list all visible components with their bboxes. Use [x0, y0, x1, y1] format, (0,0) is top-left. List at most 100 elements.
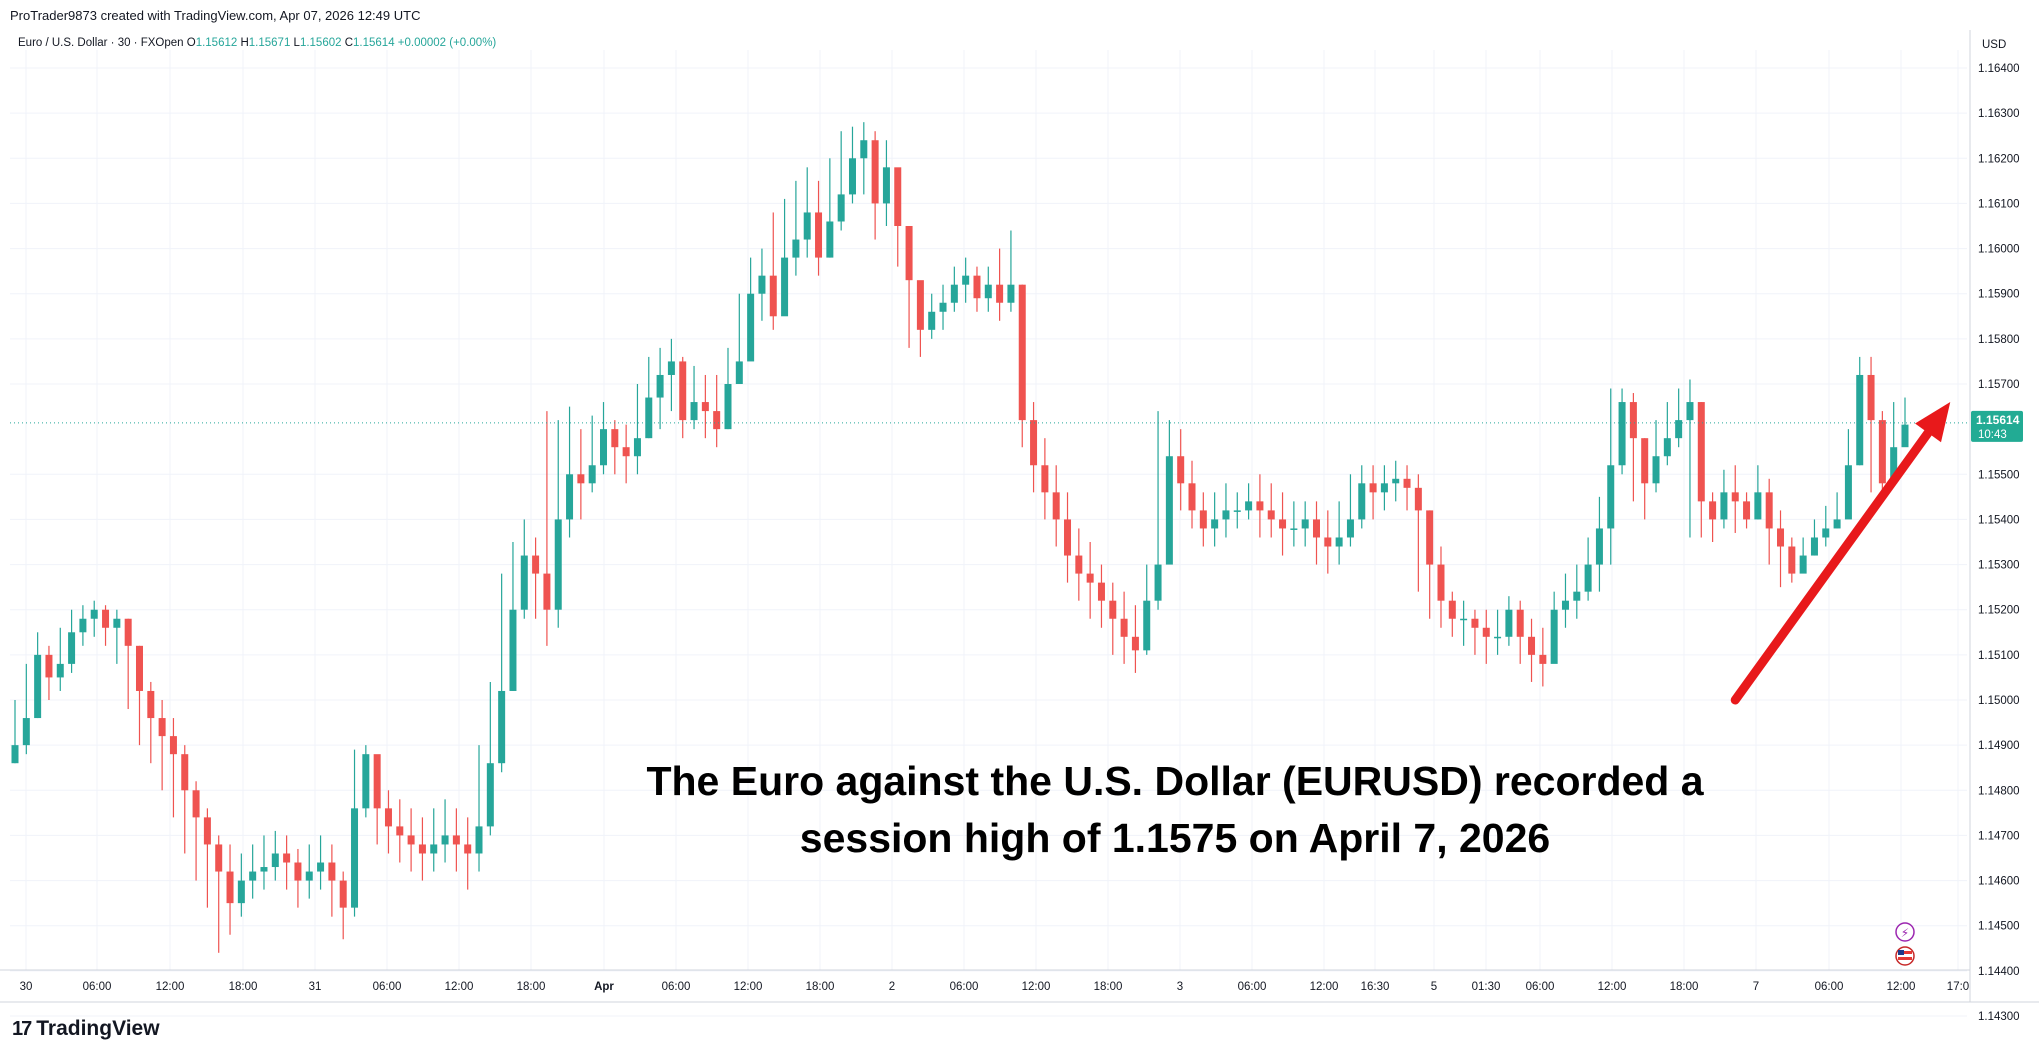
- candle-body[interactable]: [1018, 284, 1026, 421]
- candle-body[interactable]: [1890, 447, 1898, 484]
- candle-body[interactable]: [1324, 537, 1332, 547]
- candle-body[interactable]: [1471, 618, 1479, 628]
- candle-body[interactable]: [803, 212, 811, 240]
- candle-body[interactable]: [996, 284, 1004, 303]
- candle-body[interactable]: [294, 862, 302, 881]
- candle-body[interactable]: [690, 402, 698, 421]
- candle-body[interactable]: [1856, 374, 1864, 466]
- candle-body[interactable]: [1120, 618, 1128, 637]
- candle-body[interactable]: [305, 871, 313, 881]
- candle-body[interactable]: [158, 718, 166, 737]
- candle-body[interactable]: [249, 871, 257, 881]
- candle-body[interactable]: [113, 618, 121, 628]
- candle-body[interactable]: [1403, 478, 1411, 488]
- candle-body[interactable]: [1290, 528, 1298, 530]
- candle-body[interactable]: [509, 609, 517, 691]
- candle-body[interactable]: [90, 609, 98, 619]
- candle-body[interactable]: [1777, 528, 1785, 547]
- candle-body[interactable]: [882, 167, 890, 204]
- candle-body[interactable]: [1494, 636, 1502, 639]
- candle-body[interactable]: [45, 654, 53, 678]
- candle-body[interactable]: [1279, 519, 1287, 529]
- candle-body[interactable]: [407, 835, 415, 845]
- candle-body[interactable]: [543, 573, 551, 610]
- candle-body[interactable]: [860, 140, 868, 159]
- candle-body[interactable]: [1901, 424, 1909, 448]
- candle-body[interactable]: [464, 844, 472, 854]
- candle-body[interactable]: [452, 835, 460, 845]
- candle-body[interactable]: [679, 361, 687, 421]
- candle-body[interactable]: [1641, 438, 1649, 484]
- candle-body[interactable]: [1833, 519, 1841, 529]
- candle-body[interactable]: [226, 871, 234, 904]
- candle-body[interactable]: [962, 275, 970, 285]
- candle-body[interactable]: [1086, 573, 1094, 583]
- candle-body[interactable]: [600, 429, 608, 466]
- candle-body[interactable]: [871, 140, 879, 204]
- candle-body[interactable]: [1822, 528, 1830, 538]
- candle-body[interactable]: [532, 555, 540, 574]
- candle-body[interactable]: [1414, 487, 1422, 511]
- candle-body[interactable]: [667, 361, 675, 375]
- candle-body[interactable]: [894, 167, 902, 226]
- candle-body[interactable]: [554, 519, 562, 610]
- candle-body[interactable]: [905, 226, 913, 281]
- candle-body[interactable]: [735, 361, 743, 384]
- candle-body[interactable]: [1245, 501, 1253, 511]
- candle-body[interactable]: [1607, 465, 1615, 529]
- candle-body[interactable]: [656, 374, 664, 398]
- candle-body[interactable]: [373, 754, 381, 809]
- candle-body[interactable]: [271, 853, 279, 868]
- candle-body[interactable]: [1584, 564, 1592, 592]
- candle-body[interactable]: [1573, 591, 1581, 601]
- candle-body[interactable]: [1131, 636, 1139, 651]
- candle-body[interactable]: [1380, 483, 1388, 493]
- candle-body[interactable]: [826, 221, 834, 258]
- candle-body[interactable]: [984, 284, 992, 299]
- candle-body[interactable]: [1675, 420, 1683, 439]
- candle-body[interactable]: [169, 736, 177, 755]
- candle-body[interactable]: [1199, 510, 1207, 529]
- candle-body[interactable]: [781, 257, 789, 317]
- candle-body[interactable]: [102, 609, 110, 628]
- candle-body[interactable]: [1437, 564, 1445, 601]
- candle-body[interactable]: [1097, 582, 1105, 601]
- candle-body[interactable]: [950, 284, 958, 303]
- candle-body[interactable]: [1878, 420, 1886, 484]
- candle-body[interactable]: [384, 808, 392, 827]
- candle-body[interactable]: [1188, 483, 1196, 511]
- candle-body[interactable]: [916, 280, 924, 330]
- candle-body[interactable]: [1448, 600, 1456, 619]
- lightning-event-icon[interactable]: [1895, 922, 1915, 942]
- candle-body[interactable]: [475, 826, 483, 854]
- candle-body[interactable]: [1165, 456, 1173, 565]
- candle-body[interactable]: [418, 844, 426, 854]
- candle-body[interactable]: [1312, 519, 1320, 538]
- candle-body[interactable]: [611, 429, 619, 448]
- candle-body[interactable]: [1550, 609, 1558, 664]
- candle-body[interactable]: [339, 880, 347, 908]
- candle-body[interactable]: [1788, 546, 1796, 574]
- candle-body[interactable]: [747, 293, 755, 362]
- candle-body[interactable]: [1720, 492, 1728, 520]
- candle-body[interactable]: [1765, 492, 1773, 529]
- candle-body[interactable]: [1335, 537, 1343, 547]
- candle-body[interactable]: [1516, 609, 1524, 637]
- candle-body[interactable]: [724, 384, 732, 430]
- tradingview-logo[interactable]: 17 TradingView: [12, 1017, 160, 1041]
- candle-body[interactable]: [973, 275, 981, 299]
- candle-body[interactable]: [1663, 438, 1671, 457]
- candle-body[interactable]: [1052, 492, 1060, 520]
- candle-body[interactable]: [1007, 284, 1015, 303]
- candle-body[interactable]: [1109, 600, 1117, 619]
- candle-body[interactable]: [351, 808, 359, 908]
- candle-body[interactable]: [260, 867, 268, 872]
- candle-body[interactable]: [645, 397, 653, 439]
- candle-body[interactable]: [215, 844, 223, 872]
- candle-body[interactable]: [1528, 636, 1536, 655]
- candle-body[interactable]: [79, 618, 87, 633]
- candle-body[interactable]: [328, 862, 336, 881]
- candle-body[interactable]: [1505, 609, 1513, 637]
- candle-body[interactable]: [1075, 555, 1083, 574]
